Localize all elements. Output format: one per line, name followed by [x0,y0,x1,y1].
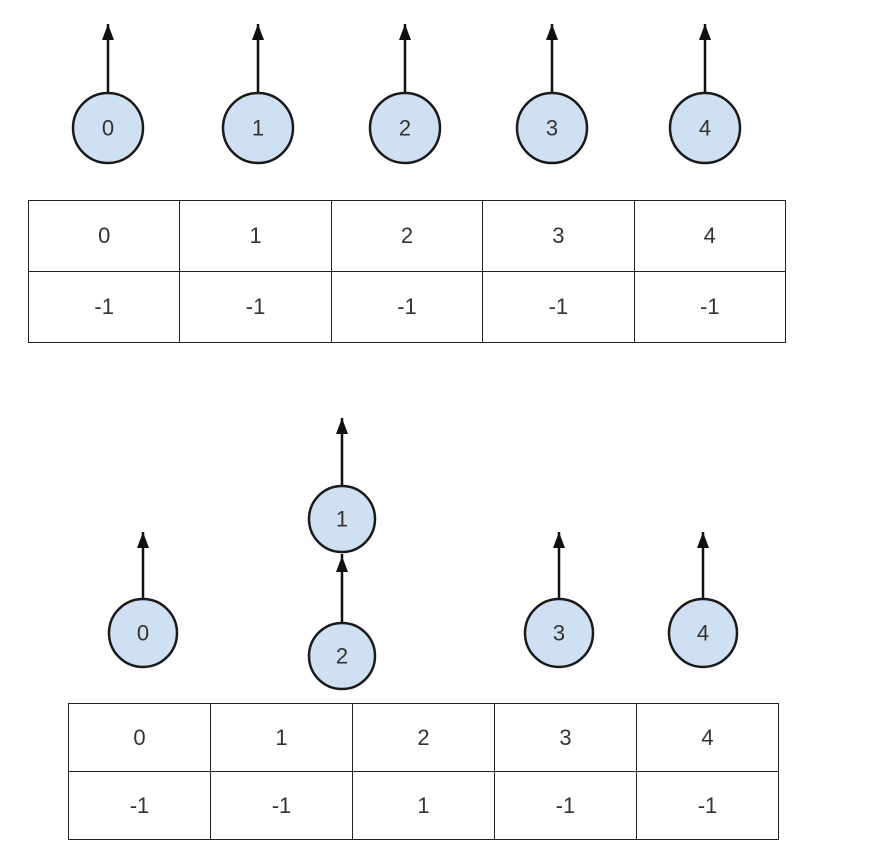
index-cell: 1 [179,200,332,272]
parent-cell: 1 [352,771,495,840]
parent-cell: -1 [494,771,637,840]
node-label: 4 [697,621,709,646]
diagram2-node-4: 4 [667,532,739,669]
index-cell: 4 [633,200,787,272]
node-label: 1 [336,507,348,532]
diagram1-node-2: 2 [368,24,442,165]
diagram1-parent-table: 0 1 2 3 4 -1 -1 -1 -1 -1 [27,200,787,343]
index-cell: 3 [482,200,635,272]
diagram1-node-0: 0 [71,24,145,165]
diagram1-node-1: 1 [221,24,295,165]
diagram2-node-2: 2 [307,554,377,691]
node-label: 3 [546,116,558,141]
parent-cell: -1 [633,271,787,343]
node-label: 2 [336,644,348,669]
index-row: 0 1 2 3 4 [68,703,779,772]
node-label: 1 [252,116,264,141]
node-label: 4 [699,116,711,141]
index-row: 0 1 2 3 4 [27,200,787,272]
index-cell: 2 [352,703,495,772]
diagram2-node-3: 3 [523,532,595,669]
index-cell: 1 [210,703,353,772]
index-cell: 0 [27,200,181,272]
node-label: 3 [553,621,565,646]
index-cell: 0 [68,703,211,772]
parent-row: -1 -1 1 -1 -1 [68,771,779,840]
diagram1-nodes: 0 1 2 3 4 [71,24,742,165]
node-label: 2 [399,116,411,141]
node-label: 0 [102,116,114,141]
parent-row: -1 -1 -1 -1 -1 [27,271,787,343]
parent-cell: -1 [482,271,635,343]
diagram2-nodes: 0 1 2 3 4 [107,418,739,691]
parent-cell: -1 [27,271,181,343]
parent-cell: -1 [210,771,353,840]
parent-cell: -1 [330,271,484,343]
parent-cell: -1 [68,771,211,840]
diagram2-node-0: 0 [107,532,179,669]
diagram1-node-4: 4 [668,24,742,165]
parent-cell: -1 [636,771,779,840]
index-cell: 4 [636,703,779,772]
diagram1-node-3: 3 [515,24,589,165]
index-cell: 3 [494,703,637,772]
node-label: 0 [137,621,149,646]
diagram2-node-1: 1 [307,418,377,554]
diagram2-parent-table: 0 1 2 3 4 -1 -1 1 -1 -1 [68,703,779,840]
index-cell: 2 [330,200,484,272]
parent-cell: -1 [179,271,332,343]
